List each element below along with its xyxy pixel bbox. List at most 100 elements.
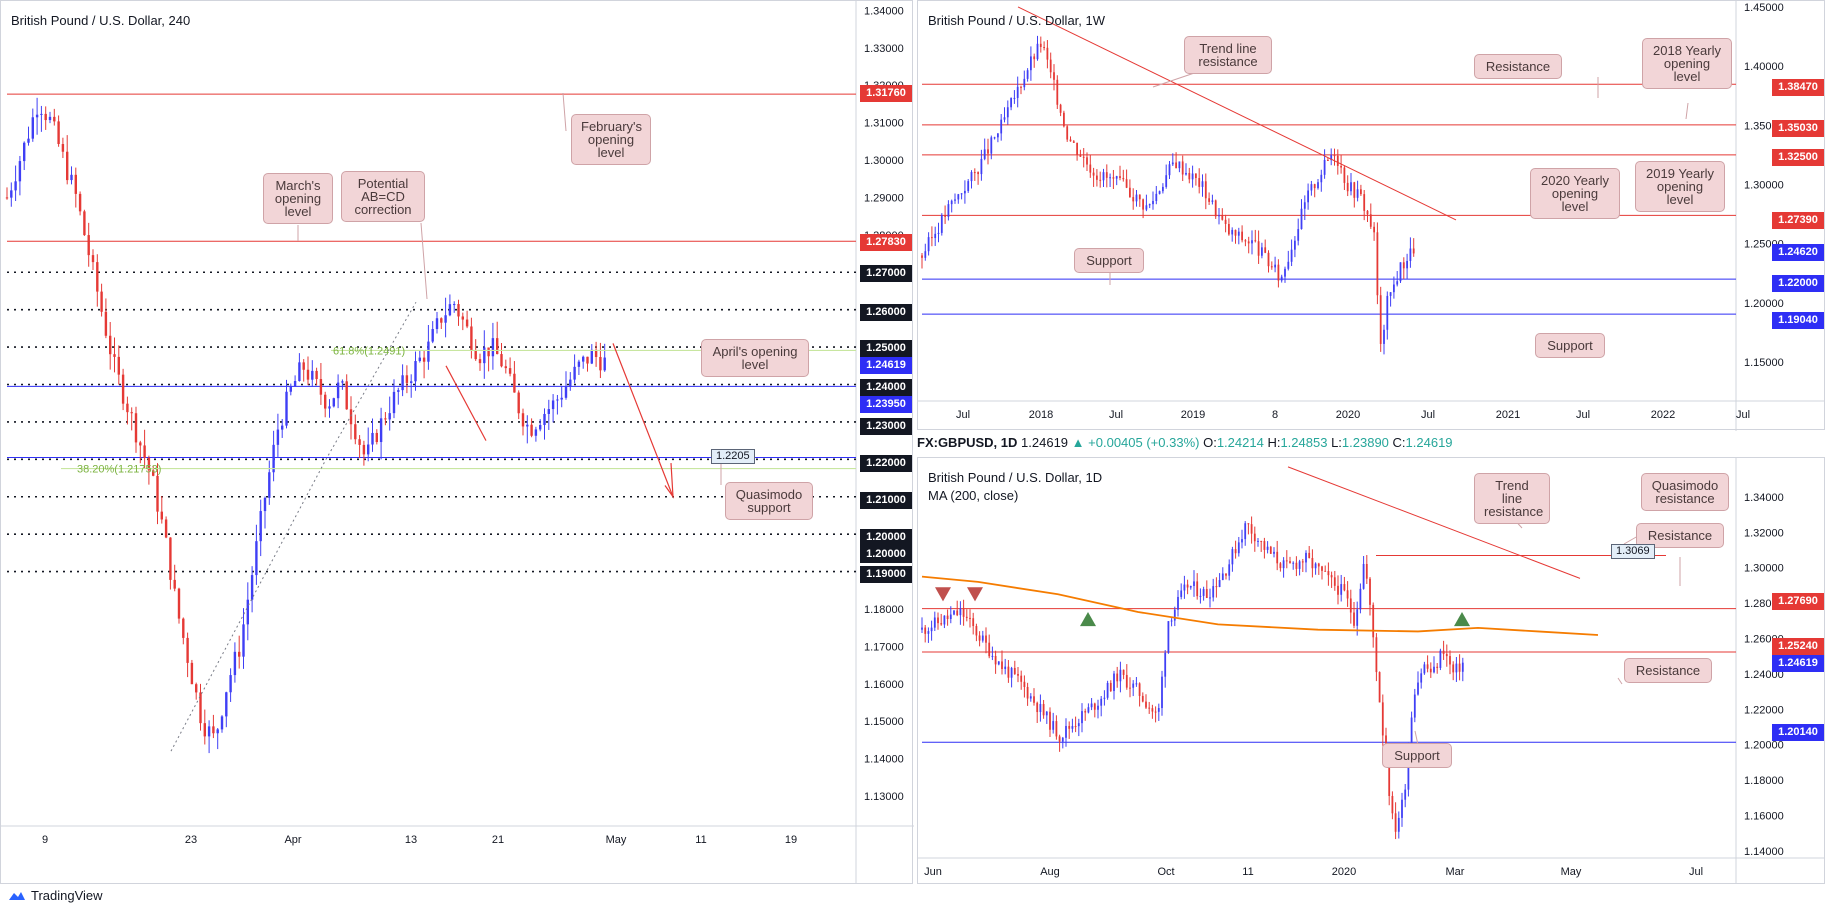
price-label-1-20000: 1.20000: [860, 529, 912, 546]
ohlc-bar: FX:GBPUSD, 1D 1.24619 ▲ +0.00405 (+0.33%…: [917, 432, 1453, 454]
candle-body: [143, 445, 146, 458]
pointer-support-daily: [1414, 730, 1419, 746]
candle-body: [1402, 262, 1405, 269]
candle-body: [1191, 173, 1194, 180]
candle-body: [985, 635, 987, 643]
candle-body: [1241, 231, 1243, 241]
price-label-1-25000: 1.25000: [860, 340, 912, 357]
candle-body: [1379, 295, 1382, 344]
candle-body: [1045, 711, 1048, 716]
candle-body: [1247, 523, 1250, 525]
candle-body: [933, 617, 936, 628]
ma-indicator-label: MA (200, close): [928, 488, 1019, 503]
candle-body: [526, 424, 529, 427]
candle-body: [74, 174, 77, 194]
candle-body: [61, 144, 65, 152]
candle-body: [1320, 174, 1323, 183]
x-tick-label: 2021: [1496, 409, 1520, 421]
candle-body: [298, 362, 301, 382]
candle-body: [1228, 564, 1231, 576]
candle-body: [1185, 172, 1187, 175]
chart-4h-title: British Pound / U.S. Dollar, 240: [11, 13, 191, 28]
candle-body: [927, 237, 930, 252]
chart-panel-weekly[interactable]: 1.45000 1.40000 1.35000 1.30000 1.25000 1.200…: [917, 0, 1825, 431]
candle-body: [1439, 650, 1442, 668]
chart-4h-canvas[interactable]: 1.340001.330001.320001.310001.300001.290…: [1, 1, 914, 885]
candle-body: [48, 116, 52, 121]
candle-body: [973, 172, 976, 174]
candle-body: [508, 368, 512, 374]
candle-body: [978, 635, 981, 641]
candle-body: [1340, 165, 1342, 168]
price-label-1-35030: 1.35030: [1772, 120, 1824, 137]
candle-body: [147, 457, 151, 471]
candle-body: [1093, 703, 1096, 710]
candle-body: [1225, 573, 1227, 576]
candle-body: [1068, 725, 1071, 729]
chart-panel-daily[interactable]: 1.34000 1.32000 1.30000 1.28000 1.26000 1.240…: [917, 457, 1825, 885]
candle-body: [10, 190, 13, 198]
candle-body: [1090, 703, 1093, 708]
red-down-arrow-icon: [935, 587, 951, 602]
candle-body: [1178, 161, 1181, 169]
candle-body: [1059, 104, 1062, 113]
y-tick-label: 1.13000: [864, 791, 904, 803]
candle-body: [1026, 70, 1029, 79]
candle-body: [1138, 683, 1141, 696]
candle-body: [1052, 721, 1055, 730]
annotation-trendline-resistance-daily: Trend line resistance: [1474, 473, 1550, 524]
chart-panel-4h[interactable]: 1.340001.330001.320001.310001.300001.290…: [0, 0, 914, 885]
candle-body: [1152, 200, 1154, 205]
candle-body: [427, 341, 430, 362]
candle-body: [250, 575, 254, 600]
candle-body: [547, 409, 550, 414]
candle-body: [1266, 546, 1269, 550]
price-tag-1-2205: 1.2205: [711, 449, 755, 464]
y-tick-label: 1.29000: [864, 192, 904, 204]
candle-body: [130, 412, 133, 414]
candle-body: [1389, 292, 1392, 296]
candle-body: [1412, 248, 1415, 254]
candle-body: [1175, 162, 1177, 169]
candle-body: [401, 375, 404, 391]
brand[interactable]: TradingView: [8, 888, 103, 903]
candle-body: [5, 197, 9, 199]
candle-body: [1234, 229, 1237, 236]
price-label-1-20140: 1.20140: [1772, 724, 1824, 741]
price-label-1-26000: 1.26000: [860, 304, 912, 321]
candle-body: [1237, 231, 1240, 236]
candle-body: [1010, 98, 1012, 108]
candle-body: [1426, 664, 1429, 669]
candle-body: [573, 366, 576, 380]
candle-body: [946, 615, 949, 620]
abcd-dotted-line: [170, 301, 417, 752]
candle-body: [255, 541, 258, 576]
chart-weekly-canvas[interactable]: 1.450001.400001.350001.300001.250001.200…: [918, 1, 1825, 431]
candle-body: [1305, 552, 1307, 563]
candle-body: [1333, 155, 1336, 157]
candle-body: [1260, 540, 1263, 542]
candle-body: [539, 425, 542, 430]
y-tick-label: 1.16000: [864, 679, 904, 691]
candle-body: [1294, 240, 1296, 250]
candle-body: [1323, 159, 1326, 175]
x-tick-label: 8: [1272, 409, 1278, 421]
candle-body: [229, 675, 232, 693]
x-tick-label: 2022: [1651, 409, 1675, 421]
candle-body: [483, 347, 486, 364]
candle-body: [384, 418, 387, 420]
annotation-support-daily: Support: [1382, 743, 1452, 768]
candle-body: [1314, 563, 1317, 569]
candle-body: [560, 397, 563, 400]
candle-body: [953, 610, 955, 615]
candle-body: [1017, 673, 1019, 676]
candle-body: [100, 291, 103, 312]
candle-body: [1020, 86, 1022, 88]
price-label-1-24620: 1.24620: [1772, 244, 1824, 261]
candle-body: [1215, 586, 1218, 588]
candle-body: [186, 637, 189, 663]
candle-body: [504, 366, 507, 369]
candle-body: [1353, 182, 1356, 198]
y-tick-label: 1.15000: [864, 716, 904, 728]
candle-body: [987, 149, 989, 154]
